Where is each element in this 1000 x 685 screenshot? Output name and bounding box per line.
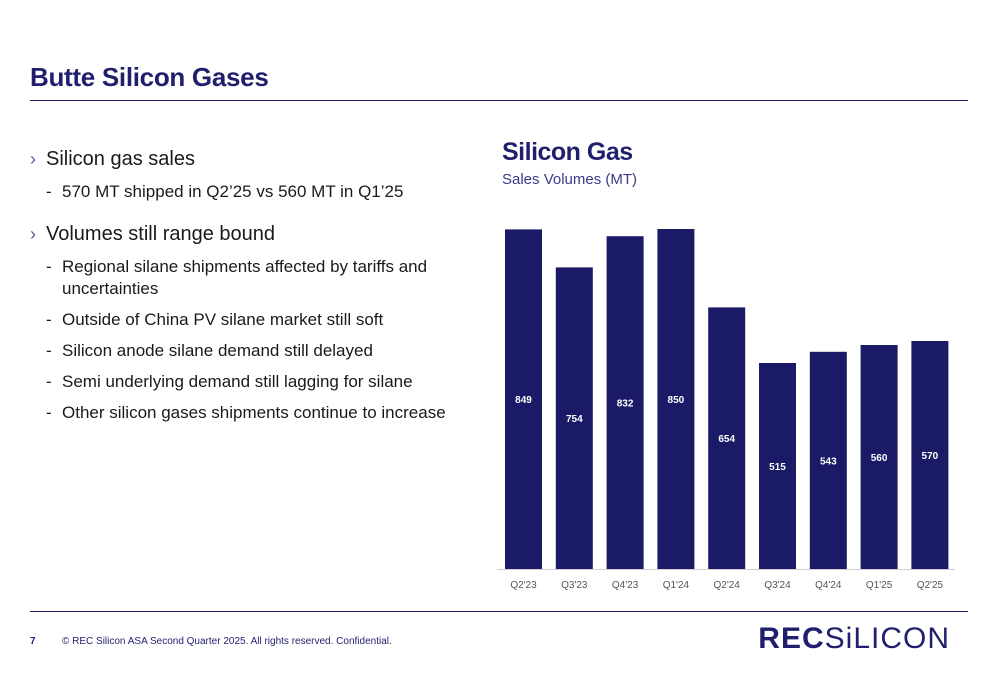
x-tick-label: Q4'24	[815, 580, 842, 591]
data-label: 654	[718, 434, 735, 445]
data-label: 850	[668, 395, 685, 406]
footer-divider	[30, 611, 968, 612]
sub-bullet-text: Silicon anode silane demand still delaye…	[62, 341, 373, 360]
sub-bullet-text: Other silicon gases shipments continue t…	[62, 403, 446, 422]
dash-marker: -	[46, 341, 52, 360]
sub-bullet-text: Regional silane shipments affected by ta…	[62, 257, 428, 298]
dash-marker: -	[46, 403, 52, 422]
logo-part-2: SiLICON	[824, 622, 950, 655]
sub-bullet-text: Outside of China PV silane market still …	[62, 310, 384, 329]
bullet-group: › Silicon gas sales - 570 MT shipped in …	[30, 146, 460, 203]
dash-marker: -	[46, 372, 52, 391]
data-label: 832	[617, 399, 634, 410]
sub-bullet-text: 570 MT shipped in Q2’25 vs 560 MT in Q1’…	[62, 182, 404, 201]
data-label: 515	[769, 462, 786, 473]
x-tick-label: Q3'23	[561, 580, 588, 591]
data-label: 560	[871, 453, 888, 464]
x-tick-label: Q2'25	[917, 580, 944, 591]
sub-bullet-item: - Semi underlying demand still lagging f…	[30, 371, 460, 393]
bar	[657, 229, 695, 569]
bar	[860, 345, 898, 569]
bullet-list: › Silicon gas sales - 570 MT shipped in …	[30, 146, 460, 442]
bar	[759, 363, 796, 569]
bar	[606, 236, 644, 569]
x-tick-label: Q1'25	[866, 580, 893, 591]
dash-marker: -	[46, 257, 52, 276]
x-tick-label: Q4'23	[612, 580, 639, 591]
sub-bullet-item: - Silicon anode silane demand still dela…	[30, 340, 460, 362]
bullet-text: Silicon gas sales	[46, 148, 195, 170]
slide-number: 7	[30, 636, 36, 647]
bar	[708, 307, 746, 569]
chart-subtitle: Sales Volumes (MT)	[502, 171, 638, 188]
dash-marker: -	[46, 182, 52, 201]
bar-chart: 849 Q2'23 754 Q3'23 832 Q4'23 850 Q1'24 654 Q2'24…	[497, 229, 955, 591]
bar	[911, 341, 949, 569]
bar	[505, 229, 542, 569]
title-divider	[30, 100, 968, 101]
x-tick-label: Q2'24	[714, 580, 741, 591]
chevron-right-icon: ›	[30, 224, 36, 244]
dash-marker: -	[46, 310, 52, 329]
bullet-item: › Silicon gas sales	[30, 146, 460, 172]
logo-part-1: REC	[758, 622, 825, 655]
bar	[809, 351, 847, 569]
data-label: 543	[820, 456, 837, 467]
bar	[555, 267, 593, 569]
x-tick-label: Q1'24	[663, 580, 690, 591]
company-logo: RECSiLICON	[758, 622, 950, 656]
sub-bullet-text: Semi underlying demand still lagging for…	[62, 372, 413, 391]
chevron-right-icon: ›	[30, 149, 36, 169]
x-tick-label: Q3'24	[764, 580, 791, 591]
data-label: 570	[922, 451, 939, 462]
chart-title: Silicon Gas	[502, 138, 633, 166]
data-label: 754	[566, 414, 583, 425]
sub-bullet-item: - Regional silane shipments affected by …	[30, 256, 460, 300]
copyright-text: © REC Silicon ASA Second Quarter 2025. A…	[62, 636, 392, 647]
bullet-text: Volumes still range bound	[46, 223, 276, 245]
sub-bullet-item: - 570 MT shipped in Q2’25 vs 560 MT in Q…	[30, 181, 460, 203]
x-tick-label: Q2'23	[510, 580, 537, 591]
data-label: 849	[515, 395, 532, 406]
page-title: Butte Silicon Gases	[30, 62, 269, 92]
bullet-group: › Volumes still range bound - Regional s…	[30, 221, 460, 424]
sub-bullet-item: - Other silicon gases shipments continue…	[30, 402, 460, 424]
bullet-item: › Volumes still range bound	[30, 221, 460, 247]
sub-bullet-item: - Outside of China PV silane market stil…	[30, 309, 460, 331]
